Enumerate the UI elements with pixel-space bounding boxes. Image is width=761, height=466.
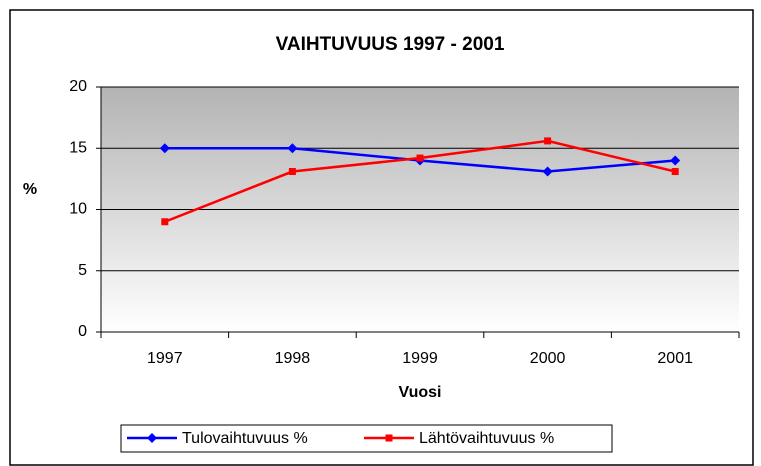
marker — [287, 143, 298, 154]
x-tick-label: 1998 — [275, 350, 311, 367]
y-tick-label: 15 — [69, 139, 87, 156]
y-tick-label: 20 — [69, 78, 87, 95]
marker — [670, 155, 681, 166]
marker — [671, 168, 679, 176]
legend-label: Tulovaihtuvuus % — [182, 430, 308, 447]
y-tick-label: 10 — [69, 201, 87, 218]
legend-label: Lähtövaihtuvuus % — [419, 430, 554, 447]
y-axis-title: % — [23, 181, 37, 198]
y-tick-label: 0 — [78, 323, 87, 340]
y-tick-label: 5 — [78, 262, 87, 279]
x-tick-label: 1997 — [147, 350, 183, 367]
marker — [542, 166, 553, 177]
marker — [159, 143, 170, 154]
x-tick-label: 2000 — [530, 350, 566, 367]
x-tick-label: 2001 — [657, 350, 693, 367]
x-tick-label: 1999 — [402, 350, 438, 367]
marker — [161, 218, 169, 226]
marker — [416, 154, 424, 162]
marker — [288, 168, 296, 176]
legend-marker — [385, 434, 393, 442]
marker — [544, 137, 552, 145]
chart-title: VAIHTUVUUS 1997 - 2001 — [276, 34, 505, 55]
legend-marker — [147, 433, 157, 443]
x-axis-title: Vuosi — [399, 384, 442, 401]
